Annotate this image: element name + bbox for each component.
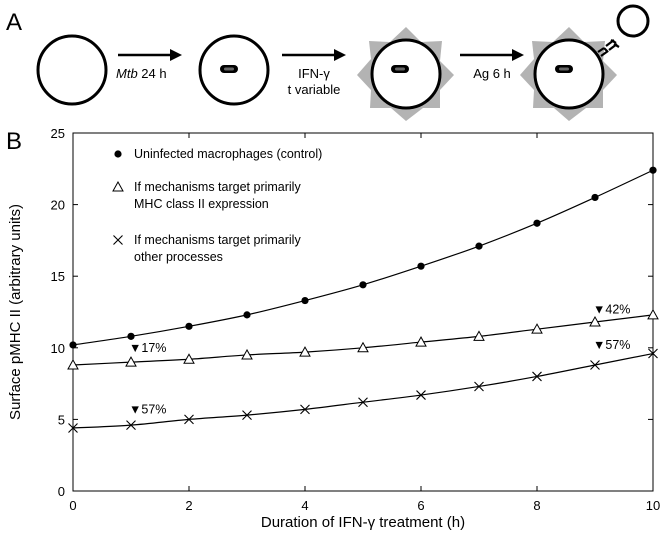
data-point xyxy=(533,219,541,227)
y-tick-label: 15 xyxy=(51,269,65,284)
reduction-annotation: ▼57% xyxy=(593,338,630,352)
data-point xyxy=(531,323,543,334)
data-point xyxy=(415,336,427,347)
y-axis-label: Surface pMHC II (arbitrary units) xyxy=(7,204,24,420)
legend-label: If mechanisms target primarily xyxy=(134,180,301,194)
data-point xyxy=(589,315,601,327)
data-point xyxy=(126,420,136,431)
series-layer xyxy=(67,166,659,433)
macrophage-activated xyxy=(370,38,442,110)
t-cell-icon xyxy=(616,4,650,38)
data-point xyxy=(359,281,367,289)
data-point xyxy=(68,423,78,433)
data-point xyxy=(243,311,251,319)
y-tick-label: 0 xyxy=(58,484,65,499)
x-tick-label: 6 xyxy=(417,498,424,513)
data-point xyxy=(649,166,657,174)
arrow-1-label-rest: 24 h xyxy=(138,66,167,81)
arrow-1-label: Mtb 24 h xyxy=(116,66,167,81)
y-tick-label: 10 xyxy=(51,341,65,356)
panel-b-label: B xyxy=(6,128,22,155)
chart: 0 2 4 6 8 10 0 5 10 15 20 25 Duration of IFN-γ trea… xyxy=(7,126,660,531)
data-point xyxy=(357,341,369,353)
data-point xyxy=(532,371,542,382)
reduction-annotation: ▼42% xyxy=(593,302,630,316)
data-point xyxy=(299,346,311,357)
data-point xyxy=(67,358,79,370)
y-tick-label: 25 xyxy=(51,126,65,141)
legend-marker xyxy=(112,180,124,192)
data-point xyxy=(358,397,368,408)
legend-label: If mechanisms target primarily xyxy=(134,233,301,247)
macrophage-uninfected xyxy=(36,34,108,106)
annotations: ▼17% ▼57% ▼42% ▼57% xyxy=(129,302,630,416)
arrow-2-label-line2: t variable xyxy=(288,82,341,97)
legend-label: MHC class II expression xyxy=(134,197,269,211)
macrophage-presenting xyxy=(533,38,605,110)
reduction-annotation: ▼57% xyxy=(129,403,166,417)
data-point xyxy=(473,330,485,341)
data-point xyxy=(647,308,659,320)
series-3 xyxy=(68,348,658,433)
legend-marker xyxy=(114,150,122,158)
schematic: Mtb 24 h IFN-γ t variable Ag 6 h xyxy=(36,4,650,121)
arrow-2-label-line1: IFN-γ xyxy=(298,66,330,81)
reduction-annotation: ▼17% xyxy=(129,341,166,355)
data-point xyxy=(185,322,193,330)
data-point xyxy=(591,193,599,202)
data-point xyxy=(475,242,483,250)
axis-ticks: 0 2 4 6 8 10 0 5 10 15 20 25 xyxy=(51,126,661,513)
arrow-1-label-italic: Mtb xyxy=(116,66,138,81)
legend-entry-2: If mechanisms target primarily MHC class … xyxy=(112,180,301,211)
data-point xyxy=(474,381,484,392)
data-point xyxy=(300,404,310,415)
data-point xyxy=(127,332,135,340)
arrow-2-head xyxy=(334,49,346,61)
legend-label: other processes xyxy=(134,250,223,264)
data-point xyxy=(183,353,195,364)
data-point xyxy=(184,414,194,425)
x-tick-label: 4 xyxy=(301,498,308,513)
series-1 xyxy=(69,166,657,349)
series-line xyxy=(72,314,654,366)
data-point xyxy=(125,356,137,367)
arrow-1-head xyxy=(170,49,182,61)
data-point xyxy=(590,360,600,370)
y-tick-label: 5 xyxy=(58,412,65,427)
data-point xyxy=(648,348,658,359)
arrow-3-head xyxy=(512,49,524,61)
series-line xyxy=(72,352,654,429)
x-axis-label: Duration of IFN-γ treatment (h) xyxy=(261,514,465,531)
series-2 xyxy=(67,308,659,370)
panel-a-label: A xyxy=(6,9,22,36)
data-point xyxy=(242,410,252,420)
x-tick-label: 10 xyxy=(646,498,660,513)
legend: Uninfected macrophages (control) If mecha… xyxy=(112,147,322,264)
x-tick-label: 8 xyxy=(533,498,540,513)
legend-marker xyxy=(113,235,123,245)
data-point xyxy=(417,262,425,270)
data-point xyxy=(241,348,253,360)
data-point xyxy=(69,341,77,349)
x-tick-label: 2 xyxy=(185,498,192,513)
data-point xyxy=(416,390,426,400)
mhc-tcr-complex-icon xyxy=(597,39,620,57)
y-tick-label: 20 xyxy=(51,198,65,213)
legend-entry-1: Uninfected macrophages (control) xyxy=(114,147,322,161)
data-point xyxy=(301,296,309,305)
arrow-3-label: Ag 6 h xyxy=(473,66,511,81)
legend-label: Uninfected macrophages (control) xyxy=(134,147,322,161)
x-tick-label: 0 xyxy=(69,498,76,513)
legend-entry-3: If mechanisms target primarily other proc… xyxy=(113,233,301,264)
